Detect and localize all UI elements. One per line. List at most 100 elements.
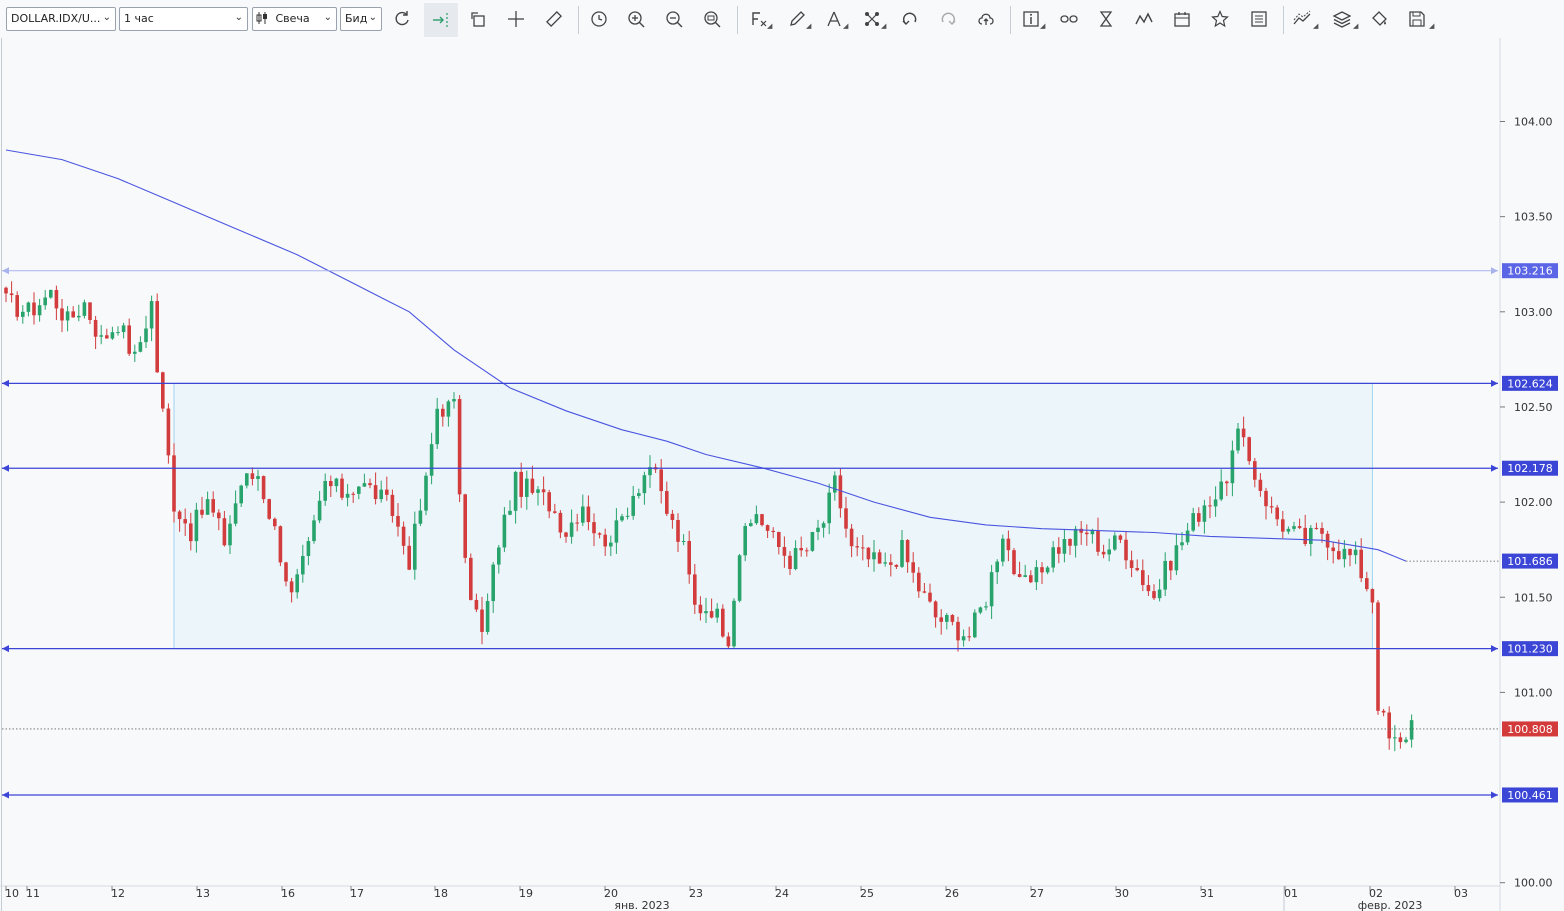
price-chart[interactable]: 104.00 103.50 103.00 102.50 102.00 101.50 101.… (0, 38, 1564, 911)
candle (1236, 423, 1240, 454)
candle (1376, 600, 1380, 715)
candle (665, 481, 669, 516)
candle (317, 491, 322, 524)
zoom-in-icon[interactable] (623, 7, 649, 31)
candle-body (1253, 461, 1257, 480)
candle (368, 478, 372, 489)
timeframe-select[interactable]: 1 час ⌄ (119, 7, 248, 31)
line-chart-icon[interactable] (1131, 7, 1157, 31)
candle-body (256, 476, 260, 479)
candle (793, 540, 798, 571)
candle (1174, 533, 1179, 576)
level-left-arrow-icon (2, 791, 9, 799)
info-icon[interactable] (1018, 7, 1044, 31)
candle-body (592, 522, 596, 534)
price-tick-label: 103.50 (1514, 211, 1553, 224)
auto-scale-icon[interactable] (465, 7, 491, 31)
candle (821, 521, 826, 538)
candle-body (1247, 437, 1251, 462)
level-price-tag-label: 101.230 (1507, 643, 1553, 656)
candle-body (810, 532, 815, 551)
compass-icon[interactable] (821, 7, 847, 31)
candle-body (357, 486, 361, 494)
range-zone-rectangle[interactable] (173, 382, 1373, 650)
pencil-icon[interactable] (784, 7, 810, 31)
horizontal-level[interactable] (2, 267, 1498, 275)
candle (211, 491, 215, 517)
candle (754, 505, 759, 525)
candle-body (289, 581, 294, 593)
candle (1191, 507, 1195, 533)
candle (26, 301, 31, 317)
candle-body (1264, 490, 1268, 507)
candle (833, 471, 837, 501)
save-icon[interactable] (1404, 7, 1430, 31)
zoom-reset-icon[interactable] (699, 7, 725, 31)
candle (519, 462, 523, 508)
candle-body (1163, 560, 1167, 590)
price-type-select[interactable]: Бид ⌄ (340, 7, 382, 31)
layers-icon[interactable] (1329, 7, 1355, 31)
indicators-fx-icon[interactable] (746, 7, 772, 31)
redo-icon[interactable] (935, 7, 961, 31)
crosshair-icon[interactable] (503, 7, 529, 31)
candle-body (1029, 575, 1033, 583)
level-left-arrow-icon (2, 379, 9, 387)
candle (569, 509, 574, 544)
candle (1124, 531, 1128, 570)
cloud-upload-icon[interactable] (973, 7, 999, 31)
trend-lines-icon[interactable] (1289, 7, 1315, 31)
candle (737, 553, 742, 603)
candle (1051, 541, 1055, 573)
hourglass-icon[interactable] (1093, 7, 1119, 31)
chart-type-select[interactable]: Свеча ⌄ (252, 7, 337, 31)
candle-body (1169, 560, 1173, 571)
network-nodes-icon[interactable] (859, 7, 885, 31)
candle-body (693, 574, 697, 605)
candle-body (351, 493, 355, 495)
compare-icon[interactable] (1056, 7, 1082, 31)
candle-body (116, 332, 120, 334)
candle-body (1146, 585, 1151, 592)
candle (1034, 560, 1039, 591)
candle (956, 616, 960, 652)
level-right-arrow-icon (1491, 379, 1498, 387)
candle-body (564, 532, 568, 537)
theme-paint-icon[interactable] (1366, 7, 1392, 31)
calendar-icon[interactable] (1169, 7, 1195, 31)
candle (228, 515, 232, 555)
candle-body (659, 469, 663, 492)
candle-body (827, 492, 831, 524)
list-panel-icon[interactable] (1246, 7, 1272, 31)
refresh-icon[interactable] (389, 7, 415, 31)
horizontal-level[interactable] (2, 645, 1498, 653)
candle-body (1085, 532, 1089, 535)
candle-body (569, 522, 574, 537)
undo-icon[interactable] (897, 7, 923, 31)
candle-body (77, 315, 81, 318)
dropdown-marker-icon: ◢ (1353, 22, 1359, 30)
candle-body (1191, 513, 1195, 531)
candle-body (385, 489, 389, 495)
candle-body (844, 508, 848, 529)
candle-body (217, 512, 221, 519)
horizontal-level[interactable] (2, 379, 1498, 387)
candle (1023, 564, 1027, 578)
ruler-icon[interactable] (541, 7, 567, 31)
level-price-tag (1502, 263, 1558, 279)
candle-body (749, 523, 753, 527)
candle (463, 493, 467, 564)
star-icon[interactable] (1207, 7, 1233, 31)
shift-chart-icon[interactable] (424, 3, 458, 37)
horizontal-level[interactable] (2, 791, 1498, 799)
candle-body (463, 494, 467, 558)
candle-body (1393, 737, 1397, 739)
clock-icon[interactable] (586, 7, 612, 31)
symbol-select[interactable]: DOLLAR.IDX/U... ⌄ (6, 7, 116, 31)
horizontal-level[interactable] (2, 464, 1498, 472)
candle-body (928, 592, 932, 602)
candle (1057, 537, 1061, 564)
candle-body (698, 604, 703, 614)
candle-body (922, 591, 927, 593)
zoom-out-icon[interactable] (661, 7, 687, 31)
